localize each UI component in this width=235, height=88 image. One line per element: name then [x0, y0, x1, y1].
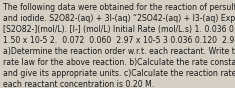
Text: The following data were obtained for the reaction of persulfate
and iodide. S2O8: The following data were obtained for the… [3, 3, 235, 88]
